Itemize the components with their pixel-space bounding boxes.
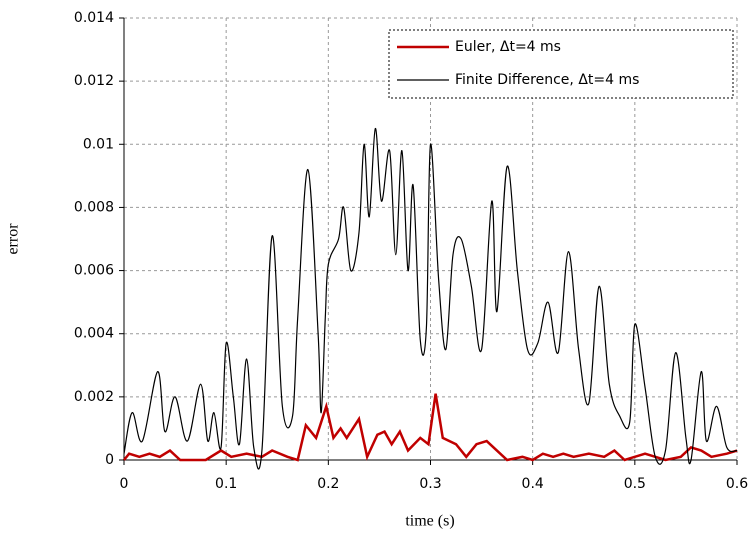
y-tick-label: 0	[105, 452, 114, 468]
y-tick-label: 0.012	[74, 73, 114, 89]
y-tick-label: 0.008	[74, 199, 114, 215]
y-tick-label: 0.01	[83, 136, 114, 152]
x-tick-label: 0.2	[317, 476, 339, 492]
x-tick-label: 0.4	[522, 476, 544, 492]
x-tick-label: 0.1	[215, 476, 237, 492]
line-series	[123, 127, 738, 470]
legend-label: Finite Difference, Δt=4 ms	[455, 72, 639, 88]
x-axis-label: time (s)	[405, 513, 454, 530]
line-series	[123, 393, 738, 462]
x-tick-label: 0.3	[419, 476, 441, 492]
y-tick-label: 0.004	[74, 326, 114, 342]
legend-label: Euler, Δt=4 ms	[455, 39, 561, 55]
y-tick-label: 0.014	[74, 10, 114, 26]
x-tick-label: 0.5	[624, 476, 646, 492]
x-tick-label: 0	[120, 476, 129, 492]
x-tick-label: 0.6	[726, 476, 748, 492]
y-axis-label: error	[5, 223, 22, 255]
y-tick-label: 0.006	[74, 263, 114, 279]
legend-box	[388, 29, 734, 99]
y-tick-label: 0.002	[74, 389, 114, 405]
